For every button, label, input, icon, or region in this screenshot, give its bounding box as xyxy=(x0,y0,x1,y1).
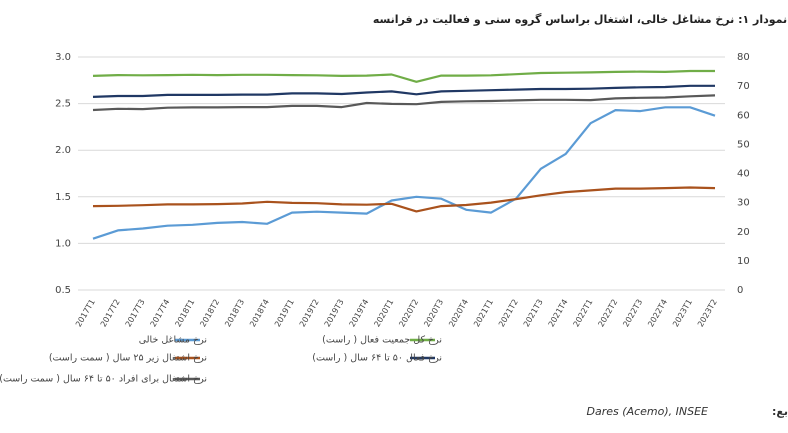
x-tick-label: 2022T1 xyxy=(572,298,595,329)
y-tick-label: 2.0 xyxy=(55,145,71,156)
x-tick-label: 2018T4 xyxy=(248,298,271,329)
y2-tick-label: 80 xyxy=(737,52,750,63)
x-tick-label: 2019T3 xyxy=(323,298,346,329)
series-line xyxy=(92,186,716,213)
x-tick-label: 2020T4 xyxy=(447,298,470,329)
x-tick-label: 2020T1 xyxy=(372,298,395,329)
x-tick-label: 2020T2 xyxy=(397,298,420,329)
x-tick-label: 2019T1 xyxy=(273,298,296,329)
legend-label: نرخ فعال ۵۰ تا ۶۴ سال ( راست) xyxy=(312,353,442,364)
series-line xyxy=(92,84,715,98)
x-tick-label: 2022T4 xyxy=(646,298,669,329)
y-tick-label: 2.5 xyxy=(55,99,71,110)
x-tick-label: 2018T2 xyxy=(198,298,221,329)
x-tick-label: 2019T2 xyxy=(298,298,321,329)
y2-tick-label: 60 xyxy=(737,110,750,121)
x-tick-label: 2018T3 xyxy=(223,298,246,329)
y2-tick-label: 70 xyxy=(737,81,750,92)
x-tick-label: 2017T2 xyxy=(99,298,122,329)
y-tick-label: 1.0 xyxy=(55,238,71,249)
x-tick-label: 2021T3 xyxy=(522,298,545,329)
x-tick-label: 2017T1 xyxy=(74,298,97,329)
x-tick-label: 2019T4 xyxy=(348,298,371,329)
x-tick-label: 2022T3 xyxy=(621,298,644,329)
legend-label: نرخ اشتغال زیر ۲۵ سال ( سمت راست) xyxy=(49,353,207,364)
x-tick-label: 2023T2 xyxy=(696,298,719,329)
x-tick-label: 2018T1 xyxy=(173,298,196,329)
legend-label: نرخ مشاغل خالی xyxy=(139,335,207,346)
x-tick-label: 2017T4 xyxy=(149,298,172,329)
chart-title: نمودار ۱: نرخ مشاغل خالی، اشتغال براساس … xyxy=(373,13,787,26)
x-tick-label: 2021T4 xyxy=(547,298,570,329)
legend-label: نرخ اشتغال برای افراد ۵۰ تا ۶۴ سال ( سمت… xyxy=(0,374,207,385)
y2-tick-label: 40 xyxy=(737,169,750,180)
x-tick-label: 2022T2 xyxy=(596,298,619,329)
series-line xyxy=(92,69,715,83)
legend-label: نرخ کل جمعیت فعال ( راست) xyxy=(322,335,442,346)
source-label: منابع: xyxy=(772,405,788,418)
y-tick-label: 0.5 xyxy=(55,285,71,296)
x-tick-label: 2020T3 xyxy=(422,298,445,329)
series-line xyxy=(92,94,716,112)
y2-tick-label: 50 xyxy=(737,139,750,150)
y-tick-label: 3.0 xyxy=(55,52,71,63)
y2-tick-label: 0 xyxy=(737,285,743,296)
series-line xyxy=(92,106,716,240)
source: Dares (Acemo), INSEE xyxy=(587,405,708,418)
y2-tick-label: 20 xyxy=(737,227,750,238)
x-tick-label: 2017T3 xyxy=(124,298,147,329)
y2-tick-label: 30 xyxy=(737,198,750,209)
y2-tick-label: 10 xyxy=(737,256,750,267)
x-tick-label: 2021T1 xyxy=(472,298,495,329)
x-tick-label: 2021T2 xyxy=(497,298,520,329)
y-tick-label: 1.5 xyxy=(55,192,71,203)
x-tick-label: 2023T1 xyxy=(671,298,694,329)
